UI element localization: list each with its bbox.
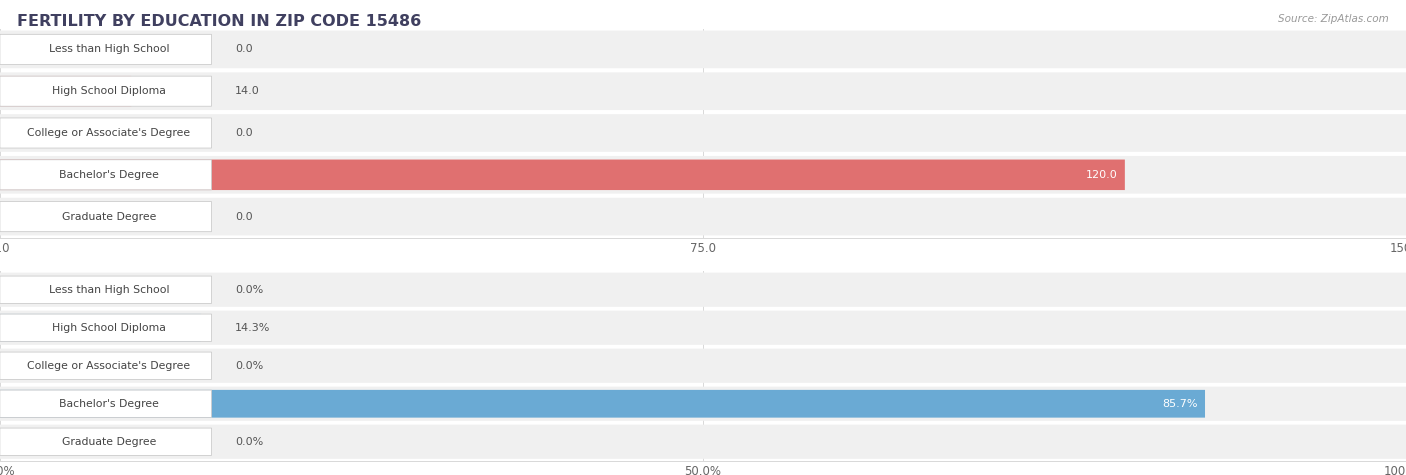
FancyBboxPatch shape: [0, 425, 1406, 459]
Text: High School Diploma: High School Diploma: [52, 323, 166, 333]
FancyBboxPatch shape: [0, 30, 1406, 68]
Text: 0.0: 0.0: [235, 128, 253, 138]
Text: College or Associate's Degree: College or Associate's Degree: [27, 128, 191, 138]
Text: 0.0%: 0.0%: [235, 285, 263, 295]
Text: Graduate Degree: Graduate Degree: [62, 211, 156, 222]
FancyBboxPatch shape: [0, 276, 211, 304]
Text: Graduate Degree: Graduate Degree: [62, 437, 156, 447]
FancyBboxPatch shape: [0, 76, 211, 106]
FancyBboxPatch shape: [0, 349, 1406, 383]
FancyBboxPatch shape: [0, 76, 131, 106]
Text: 120.0: 120.0: [1085, 170, 1118, 180]
Text: College or Associate's Degree: College or Associate's Degree: [27, 361, 191, 371]
Text: 0.0: 0.0: [235, 211, 253, 222]
FancyBboxPatch shape: [0, 34, 211, 65]
Text: High School Diploma: High School Diploma: [52, 86, 166, 96]
Text: Bachelor's Degree: Bachelor's Degree: [59, 170, 159, 180]
FancyBboxPatch shape: [0, 428, 211, 456]
Text: FERTILITY BY EDUCATION IN ZIP CODE 15486: FERTILITY BY EDUCATION IN ZIP CODE 15486: [17, 14, 422, 29]
FancyBboxPatch shape: [0, 118, 211, 148]
Text: 14.0: 14.0: [235, 86, 260, 96]
Text: Source: ZipAtlas.com: Source: ZipAtlas.com: [1278, 14, 1389, 24]
FancyBboxPatch shape: [0, 160, 1125, 190]
FancyBboxPatch shape: [0, 387, 1406, 421]
FancyBboxPatch shape: [0, 352, 211, 380]
FancyBboxPatch shape: [0, 314, 211, 342]
Text: Less than High School: Less than High School: [49, 285, 169, 295]
FancyBboxPatch shape: [0, 114, 1406, 152]
Text: 14.3%: 14.3%: [235, 323, 270, 333]
Text: 0.0%: 0.0%: [235, 361, 263, 371]
Text: Less than High School: Less than High School: [49, 44, 169, 55]
FancyBboxPatch shape: [0, 156, 1406, 194]
FancyBboxPatch shape: [0, 198, 1406, 236]
FancyBboxPatch shape: [0, 72, 1406, 110]
FancyBboxPatch shape: [0, 314, 201, 342]
Text: 0.0: 0.0: [235, 44, 253, 55]
FancyBboxPatch shape: [0, 201, 211, 232]
FancyBboxPatch shape: [0, 390, 1205, 418]
Text: Bachelor's Degree: Bachelor's Degree: [59, 399, 159, 409]
Text: 0.0%: 0.0%: [235, 437, 263, 447]
FancyBboxPatch shape: [0, 273, 1406, 307]
FancyBboxPatch shape: [0, 160, 211, 190]
FancyBboxPatch shape: [0, 390, 211, 418]
FancyBboxPatch shape: [0, 311, 1406, 345]
Text: 85.7%: 85.7%: [1163, 399, 1198, 409]
